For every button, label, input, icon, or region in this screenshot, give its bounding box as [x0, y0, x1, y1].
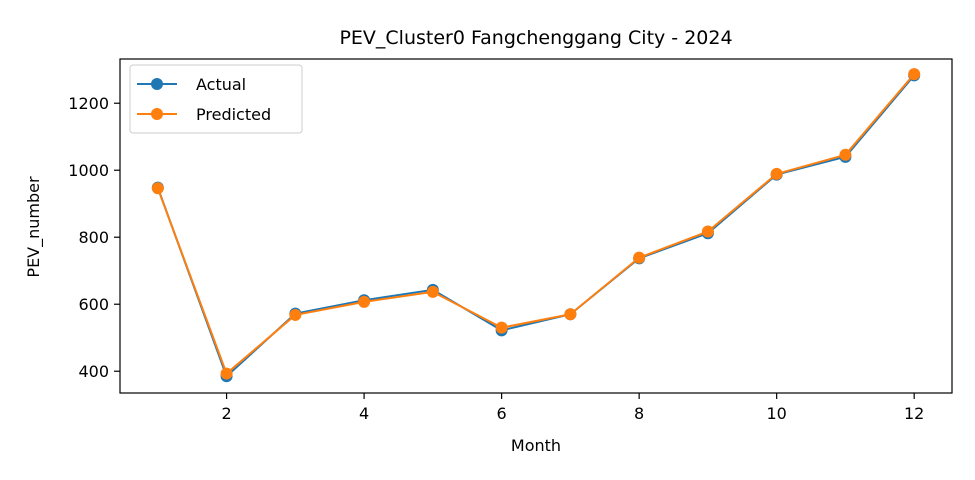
y-tick-label: 800	[78, 228, 109, 247]
data-point	[564, 308, 577, 321]
series-predicted	[151, 68, 921, 380]
x-tick-label: 2	[221, 404, 231, 423]
chart-title: PEV_Cluster0 Fangchenggang City - 2024	[339, 27, 732, 49]
data-point	[358, 295, 371, 308]
legend: Actual Predicted	[129, 64, 303, 134]
data-point	[839, 148, 852, 161]
data-point	[633, 251, 646, 264]
series-line	[156, 73, 915, 375]
legend-box	[129, 64, 303, 134]
legend-item: Actual	[137, 75, 246, 94]
data-point	[495, 321, 508, 334]
data-point	[908, 68, 921, 81]
x-tick-label: 10	[766, 404, 786, 423]
y-tick-label: 1000	[68, 161, 109, 180]
legend-label: Predicted	[196, 105, 271, 124]
legend-marker	[151, 78, 163, 90]
plot-frame	[119, 58, 953, 394]
x-tick-label: 8	[634, 404, 644, 423]
legend-label: Actual	[196, 75, 246, 94]
data-point	[426, 285, 439, 298]
series-layer	[151, 68, 921, 383]
y-tick-label: 1200	[68, 94, 109, 113]
legend-marker	[151, 108, 163, 120]
data-point	[220, 367, 233, 380]
y-tick-label: 600	[78, 295, 109, 314]
data-point	[289, 308, 302, 321]
plot-area: 2 4 6 8 10 12 400 600 800 1000 1200	[68, 58, 953, 423]
data-point	[701, 225, 714, 238]
x-tick-label: 6	[497, 404, 507, 423]
x-axis-title: Month	[511, 436, 561, 455]
y-tick-label: 400	[78, 362, 109, 381]
data-point	[151, 182, 164, 195]
x-tick-label: 4	[359, 404, 369, 423]
data-point	[770, 167, 783, 180]
y-axis-title: PEV_number	[24, 176, 44, 278]
legend-item: Predicted	[137, 105, 271, 124]
x-tick-label: 12	[904, 404, 924, 423]
